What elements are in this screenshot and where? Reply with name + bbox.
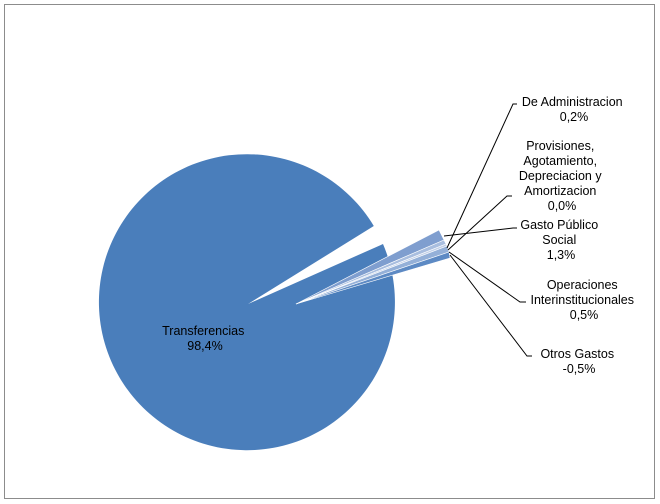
label-transferencias: Transferencias 98,4% <box>162 324 248 353</box>
pie-slice-transferencias <box>98 154 395 451</box>
label-gasto-publico-social: Gasto Público Social 1,3% <box>520 218 601 262</box>
label-operaciones-interinstitucionales: Operaciones Interinstitucionales 0,5% <box>530 278 637 322</box>
pie-slice-otros-gastos <box>295 251 451 305</box>
label-provisiones: Provisiones, Agotamiento, Depreciacion y… <box>519 139 605 213</box>
label-otros-gastos: Otros Gastos -0,5% <box>540 347 617 376</box>
leader-line-otros <box>449 254 532 357</box>
leader-line-administracion <box>446 103 517 249</box>
label-de-administracion: De Administracion 0,2% <box>522 95 626 124</box>
leader-line-operaciones <box>448 251 526 303</box>
leader-line-gasto-publico <box>443 227 517 237</box>
leader-line-provisiones <box>447 195 512 251</box>
